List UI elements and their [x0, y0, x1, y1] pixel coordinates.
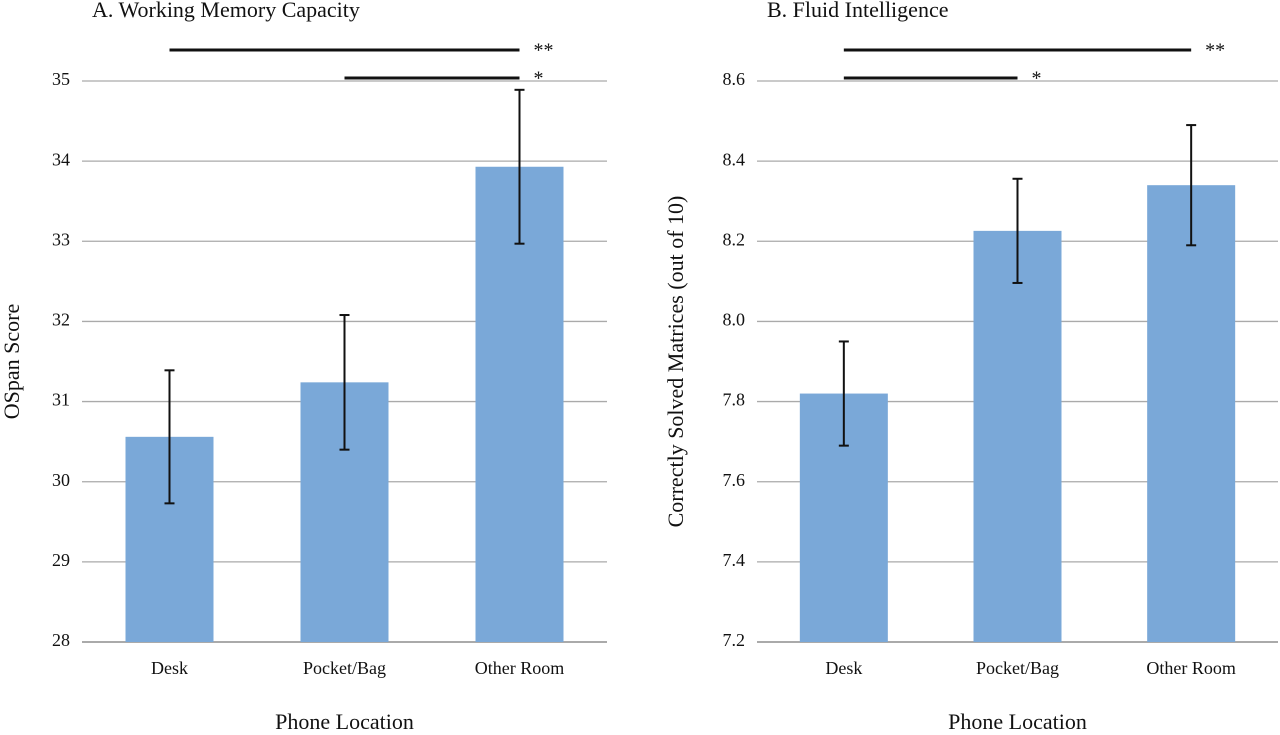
y-tick-label: 7.4 — [723, 550, 746, 570]
y-tick-label: 35 — [52, 69, 70, 89]
significance-label: ** — [1205, 40, 1225, 62]
x-tick-label: Desk — [825, 658, 862, 678]
y-tick-label: 32 — [52, 310, 70, 330]
x-tick-label: Desk — [151, 658, 188, 678]
y-tick-label: 31 — [52, 390, 70, 410]
y-tick-label: 7.2 — [723, 630, 746, 650]
y-tick-label: 8.4 — [723, 149, 746, 169]
bar — [1147, 185, 1236, 642]
y-tick-label: 33 — [52, 229, 70, 249]
y-tick-label: 29 — [52, 550, 70, 570]
y-tick-label: 7.8 — [723, 390, 746, 410]
significance-label: ** — [534, 40, 554, 62]
chart-title: A. Working Memory Capacity — [92, 0, 360, 22]
bar — [475, 166, 564, 642]
y-tick-label: 8.6 — [723, 69, 746, 89]
x-tick-label: Pocket/Bag — [976, 658, 1059, 678]
y-tick-label: 8.0 — [723, 310, 746, 330]
x-axis-label: Phone Location — [275, 709, 414, 734]
x-tick-label: Pocket/Bag — [303, 658, 386, 678]
significance-label: * — [1032, 68, 1042, 90]
x-axis-label: Phone Location — [948, 709, 1087, 734]
y-tick-label: 7.6 — [723, 470, 746, 490]
x-tick-label: Other Room — [1146, 658, 1236, 678]
y-tick-label: 30 — [52, 470, 70, 490]
y-tick-label: 34 — [52, 149, 70, 169]
y-tick-label: 28 — [52, 630, 70, 650]
bar — [973, 230, 1062, 643]
x-tick-label: Other Room — [475, 658, 565, 678]
chart-title: B. Fluid Intelligence — [767, 0, 948, 22]
y-tick-label: 8.2 — [723, 229, 746, 249]
significance-label: * — [534, 68, 544, 90]
y-axis-label: Correctly Solved Matrices (out of 10) — [663, 196, 688, 528]
y-axis-label: OSpan Score — [0, 304, 24, 419]
